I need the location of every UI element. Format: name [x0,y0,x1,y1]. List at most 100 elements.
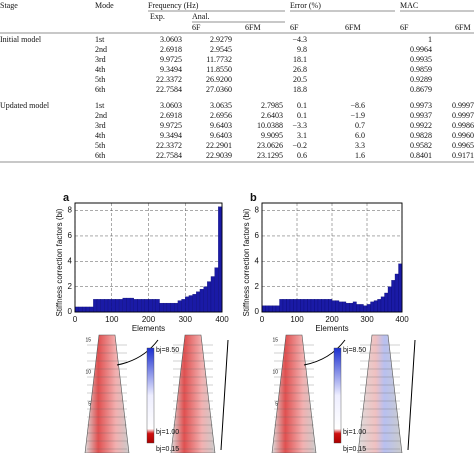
bar [100,299,105,313]
bar [199,289,204,313]
colorbar-label: bj=0.15 [343,446,366,453]
colorbar-label: bj=1.00 [343,429,366,436]
cell: 9.9725 [160,121,182,130]
cell: −3.3 [292,121,307,130]
tower [271,334,317,454]
cell: 3.0603 [160,101,182,110]
cell: 0.1 [297,111,307,120]
bar [203,286,208,313]
header: 6F [290,23,299,32]
x-tick-label: 400 [395,315,409,324]
bar [261,305,266,313]
header: Error (%) [290,1,321,10]
cell: 27.0360 [206,85,232,94]
bar [166,302,171,313]
cell: 0.9828 [410,131,432,140]
bar [300,299,305,313]
bar [380,296,385,313]
cell: 0.9582 [410,141,432,150]
cell: 9.6403 [210,131,232,140]
bar [93,299,98,313]
cell: 10.0388 [257,121,283,130]
bar [107,299,112,313]
y-axis-label: Stiffness correction factors (bi) [55,208,64,316]
bar [310,299,315,313]
cell: 0.9289 [410,75,432,84]
bar [265,305,270,313]
cell: 9.3494 [160,131,182,140]
y-tick-label: 4 [255,256,260,265]
cell: 23.1295 [257,151,283,160]
cell: 0.9965 [452,141,474,150]
bar [387,286,392,313]
cell: 1st [95,101,105,110]
cell: 6th [95,151,105,160]
cell: −4.3 [292,35,307,44]
cell: Initial model [0,35,42,44]
cell: 22.9039 [206,151,232,160]
cell: 1 [428,35,432,44]
bar [159,302,164,313]
bar [214,267,219,313]
arrow [220,339,229,451]
cell: 3rd [95,121,106,130]
bar [356,304,361,313]
bar [170,302,175,313]
cell: 9.8 [297,45,307,54]
header: Frequency (Hz) [148,1,199,10]
bar [89,306,94,313]
y-tick-label: 6 [255,231,260,240]
cell: 22.7584 [156,85,182,94]
tower [84,334,130,454]
bar [96,299,101,313]
cell: 22.7584 [156,151,182,160]
cell: −0.2 [292,141,307,150]
bar [345,302,350,313]
cell: 5th [95,75,105,84]
bar [342,301,347,313]
bar [82,306,87,313]
bar [207,281,212,313]
tower-tick: 10 [85,369,91,375]
cell: 2.6918 [160,45,182,54]
cell: 18.8 [293,85,307,94]
cell: 22.2901 [206,141,232,150]
cell: 0.9859 [410,65,432,74]
panel-label: b [250,192,257,204]
bar [324,299,329,313]
panel-label: a [63,192,70,204]
cell: 1.6 [355,151,365,160]
y-tick-label: 6 [68,231,73,240]
cell: 0.7 [355,121,365,130]
x-tick-label: 100 [290,315,304,324]
colorbar-label: bj=8.50 [343,347,366,354]
cell: 9.6403 [210,121,232,130]
cell: 0.9960 [452,131,474,140]
cell: 9.3494 [160,65,182,74]
bar [210,276,215,313]
bar [391,280,396,313]
bar [317,299,322,313]
bar [268,305,273,313]
cell: 11.8550 [206,65,232,74]
colorbar-label: bj=8.50 [156,347,179,354]
y-tick-label: 0 [68,307,73,316]
cell: 0.9997 [452,101,474,110]
bar [293,299,298,313]
cell: 2.7985 [261,101,283,110]
bar [85,306,90,313]
bar [137,299,142,313]
cell: 2nd [95,45,107,54]
cell: 4th [95,65,105,74]
bar [275,305,280,313]
bar [289,299,294,313]
bar [188,295,193,313]
y-axis-label: Stiffness correction factors (bi) [242,208,251,316]
bar [163,302,168,313]
cell: 0.8679 [410,85,432,94]
header: 6F [192,23,201,32]
colorbar-label: bj=0.15 [156,446,179,453]
bar [174,302,179,313]
bar [148,299,153,313]
arrow [303,339,346,366]
